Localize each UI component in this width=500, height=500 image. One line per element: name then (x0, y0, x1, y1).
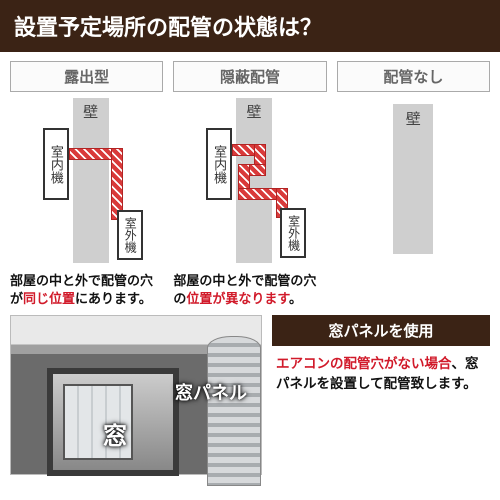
type-label: 配管なし (337, 61, 490, 92)
lower-row: 窓 窓パネル 窓パネルを使用 エアコンの配管穴がない場合、窓パネルを設置して配管… (0, 311, 500, 483)
duct-shape (207, 336, 261, 486)
type-caption: 部屋の中と外で配管の穴の位置が異なります。 (173, 272, 326, 307)
diagram-concealed: 壁 室内機 室外機 (176, 98, 324, 268)
panel-text: エアコンの配管穴がない場合、窓パネルを設置して配管致します。 (272, 346, 490, 393)
type-row: 露出型 壁 室内機 室外機 部屋の中と外で配管の穴が同じ位置にあります。 隠蔽配… (0, 53, 500, 307)
panel-head: 窓パネルを使用 (272, 315, 490, 346)
photo-label-window: 窓 (103, 416, 127, 451)
type-col-exposed: 露出型 壁 室内機 室外機 部屋の中と外で配管の穴が同じ位置にあります。 (10, 61, 163, 307)
caption-text: にあります。 (75, 291, 152, 306)
wall-label: 壁 (393, 108, 433, 129)
indoor-unit-icon: 室内機 (43, 128, 69, 200)
page-header: 設置予定場所の配管の状態は？ (0, 0, 500, 53)
photo-label-panel: 窓パネル (175, 384, 247, 404)
panel-info: 窓パネルを使用 エアコンの配管穴がない場合、窓パネルを設置して配管致します。 (272, 315, 490, 475)
type-label: 露出型 (10, 61, 163, 92)
photo-label-panel-text: 窓パネル (175, 383, 247, 403)
outdoor-unit-icon: 室外機 (280, 208, 306, 258)
caption-highlight: 位置が異なります (186, 291, 289, 306)
panel-text-highlight: エアコンの配管穴がない場合 (276, 356, 452, 371)
caption-highlight: 同じ位置 (23, 291, 75, 306)
diagram-none: 壁 (339, 98, 487, 268)
type-col-none: 配管なし 壁 (337, 61, 490, 307)
wall-shape (73, 98, 109, 263)
type-caption: 部屋の中と外で配管の穴が同じ位置にあります。 (10, 272, 163, 307)
type-label: 隠蔽配管 (173, 61, 326, 92)
window-photo: 窓 窓パネル (10, 315, 262, 475)
caption-text: 。 (289, 291, 302, 306)
wall-label: 壁 (236, 101, 272, 122)
header-title: 設置予定場所の配管の状態は？ (14, 15, 322, 40)
wall-label: 壁 (73, 101, 109, 122)
diagram-exposed: 壁 室内機 室外機 (13, 98, 161, 268)
indoor-unit-icon: 室内機 (206, 128, 232, 200)
type-col-concealed: 隠蔽配管 壁 室内機 室外機 部屋の中と外で配管の穴の位置が異なります。 (173, 61, 326, 307)
outdoor-unit-icon: 室外機 (117, 210, 143, 260)
